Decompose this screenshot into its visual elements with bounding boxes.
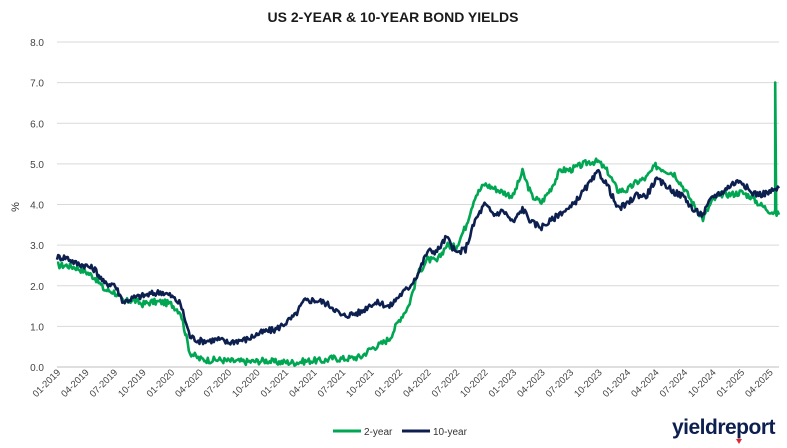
x-axis: 01-201904-201907-201910-201901-202004-20…	[31, 367, 776, 399]
chart-title: US 2-YEAR & 10-YEAR BOND YIELDS	[267, 9, 518, 25]
x-tick-label: 04-2022	[401, 367, 433, 399]
legend-label-10-year: 10-year	[433, 427, 468, 438]
x-tick-label: 01-2025	[715, 367, 747, 399]
brand-accent-icon	[735, 439, 742, 444]
x-tick-label: 07-2022	[430, 367, 462, 399]
y-tick-label: 4.0	[30, 201, 44, 212]
x-tick-label: 01-2024	[601, 367, 633, 399]
x-tick-label: 04-2019	[59, 367, 91, 399]
x-tick-label: 04-2024	[629, 367, 661, 399]
x-tick-label: 01-2021	[259, 367, 291, 399]
brand-logo: yieldreport	[671, 416, 776, 444]
x-tick-label: 07-2021	[316, 367, 348, 399]
x-tick-label: 10-2024	[686, 367, 718, 399]
y-tick-label: 2.0	[30, 282, 44, 293]
x-tick-label: 07-2019	[88, 367, 120, 399]
x-tick-label: 04-2021	[287, 367, 319, 399]
series-lines	[55, 81, 781, 367]
y-tick-label: 1.0	[30, 322, 44, 333]
legend-label-2-year: 2-year	[364, 427, 393, 438]
y-axis: 0.0 1.0 2.0 3.0 4.0 5.0 6.0 7.0 8.0	[30, 38, 44, 374]
x-tick-label: 10-2019	[116, 367, 148, 399]
x-tick-label: 01-2020	[145, 367, 177, 399]
x-tick-label: 04-2023	[515, 367, 547, 399]
x-tick-label: 04-2020	[173, 367, 205, 399]
y-tick-label: 0.0	[30, 363, 44, 374]
x-tick-label: 07-2020	[202, 367, 234, 399]
y-tick-label: 8.0	[30, 38, 44, 49]
y-tick-label: 3.0	[30, 241, 44, 252]
x-tick-label: 07-2024	[658, 367, 690, 399]
brand-text: yieldreport	[671, 416, 776, 439]
x-tick-label: 01-2023	[487, 367, 519, 399]
x-tick-label: 04-2025	[743, 367, 775, 399]
series-line-2-year	[56, 81, 781, 367]
y-axis-label: %	[10, 202, 22, 212]
x-tick-label: 10-2022	[458, 367, 490, 399]
x-tick-label: 10-2020	[230, 367, 262, 399]
x-tick-label: 10-2023	[572, 367, 604, 399]
y-tick-label: 6.0	[30, 119, 44, 130]
y-tick-label: 5.0	[30, 160, 44, 171]
x-tick-label: 01-2022	[373, 367, 405, 399]
legend: 2-year 10-year	[333, 427, 468, 438]
grid	[57, 41, 779, 368]
x-tick-label: 10-2021	[344, 367, 376, 399]
x-tick-label: 07-2023	[544, 367, 576, 399]
series-line-10-year	[55, 168, 781, 346]
y-tick-label: 7.0	[30, 79, 44, 90]
